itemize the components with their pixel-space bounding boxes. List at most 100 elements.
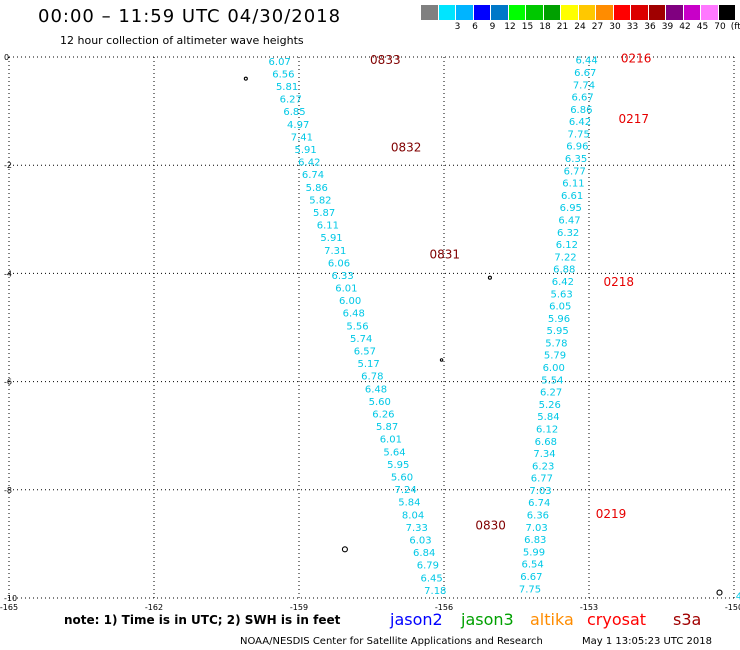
- satellite-cryosat: cryosat: [587, 610, 647, 629]
- island-outlines: [243, 76, 723, 596]
- island-outline: [341, 546, 348, 553]
- swh-value: 6.11: [562, 179, 584, 190]
- legend-label: 30: [609, 22, 621, 32]
- swh-value: 6.01: [335, 284, 357, 295]
- swh-value: 4.97: [287, 120, 309, 131]
- swh-value: 5.54: [541, 375, 563, 386]
- legend-swatch: [666, 5, 684, 20]
- legend-swatch: [543, 5, 561, 20]
- time-label: 0831: [430, 247, 461, 261]
- legend-label: 18: [539, 22, 551, 32]
- swh-value: 7.75: [568, 129, 590, 140]
- legend-label: 12: [504, 22, 516, 32]
- swh-value: 5.87: [313, 208, 335, 219]
- swh-value: 6.00: [339, 296, 361, 307]
- legend-label: 45: [696, 22, 709, 32]
- swh-value: 6.96: [566, 142, 588, 153]
- y-tick-label: 0: [4, 53, 9, 62]
- swh-value: 5.17: [357, 359, 379, 370]
- swh-value: 5.81: [276, 82, 298, 93]
- x-tick-label: -165: [0, 603, 18, 610]
- x-tick-label: -162: [145, 603, 163, 610]
- swh-value: 8.04: [402, 510, 424, 521]
- legend-swatch: [438, 5, 456, 20]
- time-label: 0216: [621, 52, 652, 66]
- legend-swatch: [473, 5, 491, 20]
- legend-label: 6: [472, 22, 478, 32]
- swh-value: 7.18: [424, 586, 446, 597]
- legend-swatch: [631, 5, 649, 20]
- swh-value: 6.67: [574, 68, 596, 79]
- swh-value: 6.12: [536, 424, 558, 435]
- legend-label: 42: [679, 22, 691, 32]
- swh-value: 5.74: [350, 334, 372, 345]
- swh-value: 6.57: [354, 347, 376, 358]
- swh-value: 7.03: [529, 486, 551, 497]
- time-label: 0218: [604, 275, 635, 289]
- swh-value: 5.26: [539, 400, 561, 411]
- swh-value: 7.75: [519, 584, 541, 595]
- swh-value: 5.86: [306, 183, 328, 194]
- swh-value: 5.78: [545, 338, 567, 349]
- swh-value: 6.54: [522, 560, 544, 571]
- island-outline: [716, 589, 723, 596]
- footer-credit: NOAA/NESDIS Center for Satellite Applica…: [240, 636, 543, 647]
- swh-value: 6.05: [549, 302, 571, 313]
- satellite-jason3: jason3: [461, 610, 514, 629]
- chart-title: 00:00 – 11:59 UTC 04/30/2018: [38, 6, 342, 27]
- x-tick-label: -156: [435, 603, 453, 610]
- swh-value: 6.56: [272, 69, 294, 80]
- legend-swatch: [596, 5, 614, 20]
- legend-swatch: [701, 5, 719, 20]
- swh-value: 6.85: [283, 107, 305, 118]
- y-tick-label: -6: [4, 378, 12, 387]
- y-tick-label: -10: [4, 594, 17, 603]
- swh-value: 6.45: [420, 573, 442, 584]
- legend-swatch: [526, 5, 544, 20]
- swh-value: 7.03: [525, 523, 547, 534]
- legend-swatch: [718, 5, 736, 20]
- swh-value: 6.27: [280, 95, 302, 106]
- swh-value: 6.36: [527, 511, 549, 522]
- swh-value: 6.44: [575, 56, 597, 67]
- swh-value: 6.83: [524, 535, 546, 546]
- swh-value: 6.27: [540, 388, 562, 399]
- swh-value: 6.42: [569, 117, 591, 128]
- legend-swatch: [648, 5, 666, 20]
- island-outline: [439, 358, 444, 362]
- legend-label: 33: [626, 22, 639, 32]
- x-tick-label: -153: [580, 603, 598, 610]
- legend-label: (ft): [730, 22, 740, 32]
- swh-value: 6.86: [570, 105, 592, 116]
- swh-value: 5.91: [320, 233, 342, 244]
- legend-label: 15: [521, 22, 534, 32]
- lat-lon-grid: [8, 56, 735, 599]
- swh-value: 6.77: [531, 474, 553, 485]
- swh-value: 6.47: [558, 216, 580, 227]
- legend-label: 21: [556, 22, 569, 32]
- time-label: 0833: [370, 53, 401, 67]
- satellite-s3a: s3a: [673, 610, 702, 629]
- swh-value: 6.67: [520, 572, 542, 583]
- legend-swatch: [491, 5, 509, 20]
- swh-value: 4.3: [736, 591, 740, 602]
- swh-value: 5.60: [369, 397, 391, 408]
- footer-generated-time: May 1 13:05:23 UTC 2018: [582, 636, 712, 647]
- swh-value: 6.68: [535, 437, 557, 448]
- swh-value: 7.22: [554, 252, 576, 263]
- swh-value: 6.84: [413, 548, 435, 559]
- swh-value: 6.12: [556, 240, 578, 251]
- y-tick-label: -4: [4, 269, 12, 278]
- swh-value: 6.48: [365, 384, 387, 395]
- legend-label: 39: [661, 22, 674, 32]
- swh-value: 6.35: [565, 154, 587, 165]
- swh-value: 6.88: [553, 265, 575, 276]
- legend-swatch: [578, 5, 596, 20]
- legend-swatch: [421, 5, 439, 20]
- swh-value: 6.03: [409, 535, 431, 546]
- x-tick-label: -159: [290, 603, 308, 610]
- swh-tracks: 6.076.565.816.276.854.977.415.916.426.74…: [269, 56, 740, 603]
- island-outline: [243, 76, 248, 81]
- swh-value: 6.77: [564, 166, 586, 177]
